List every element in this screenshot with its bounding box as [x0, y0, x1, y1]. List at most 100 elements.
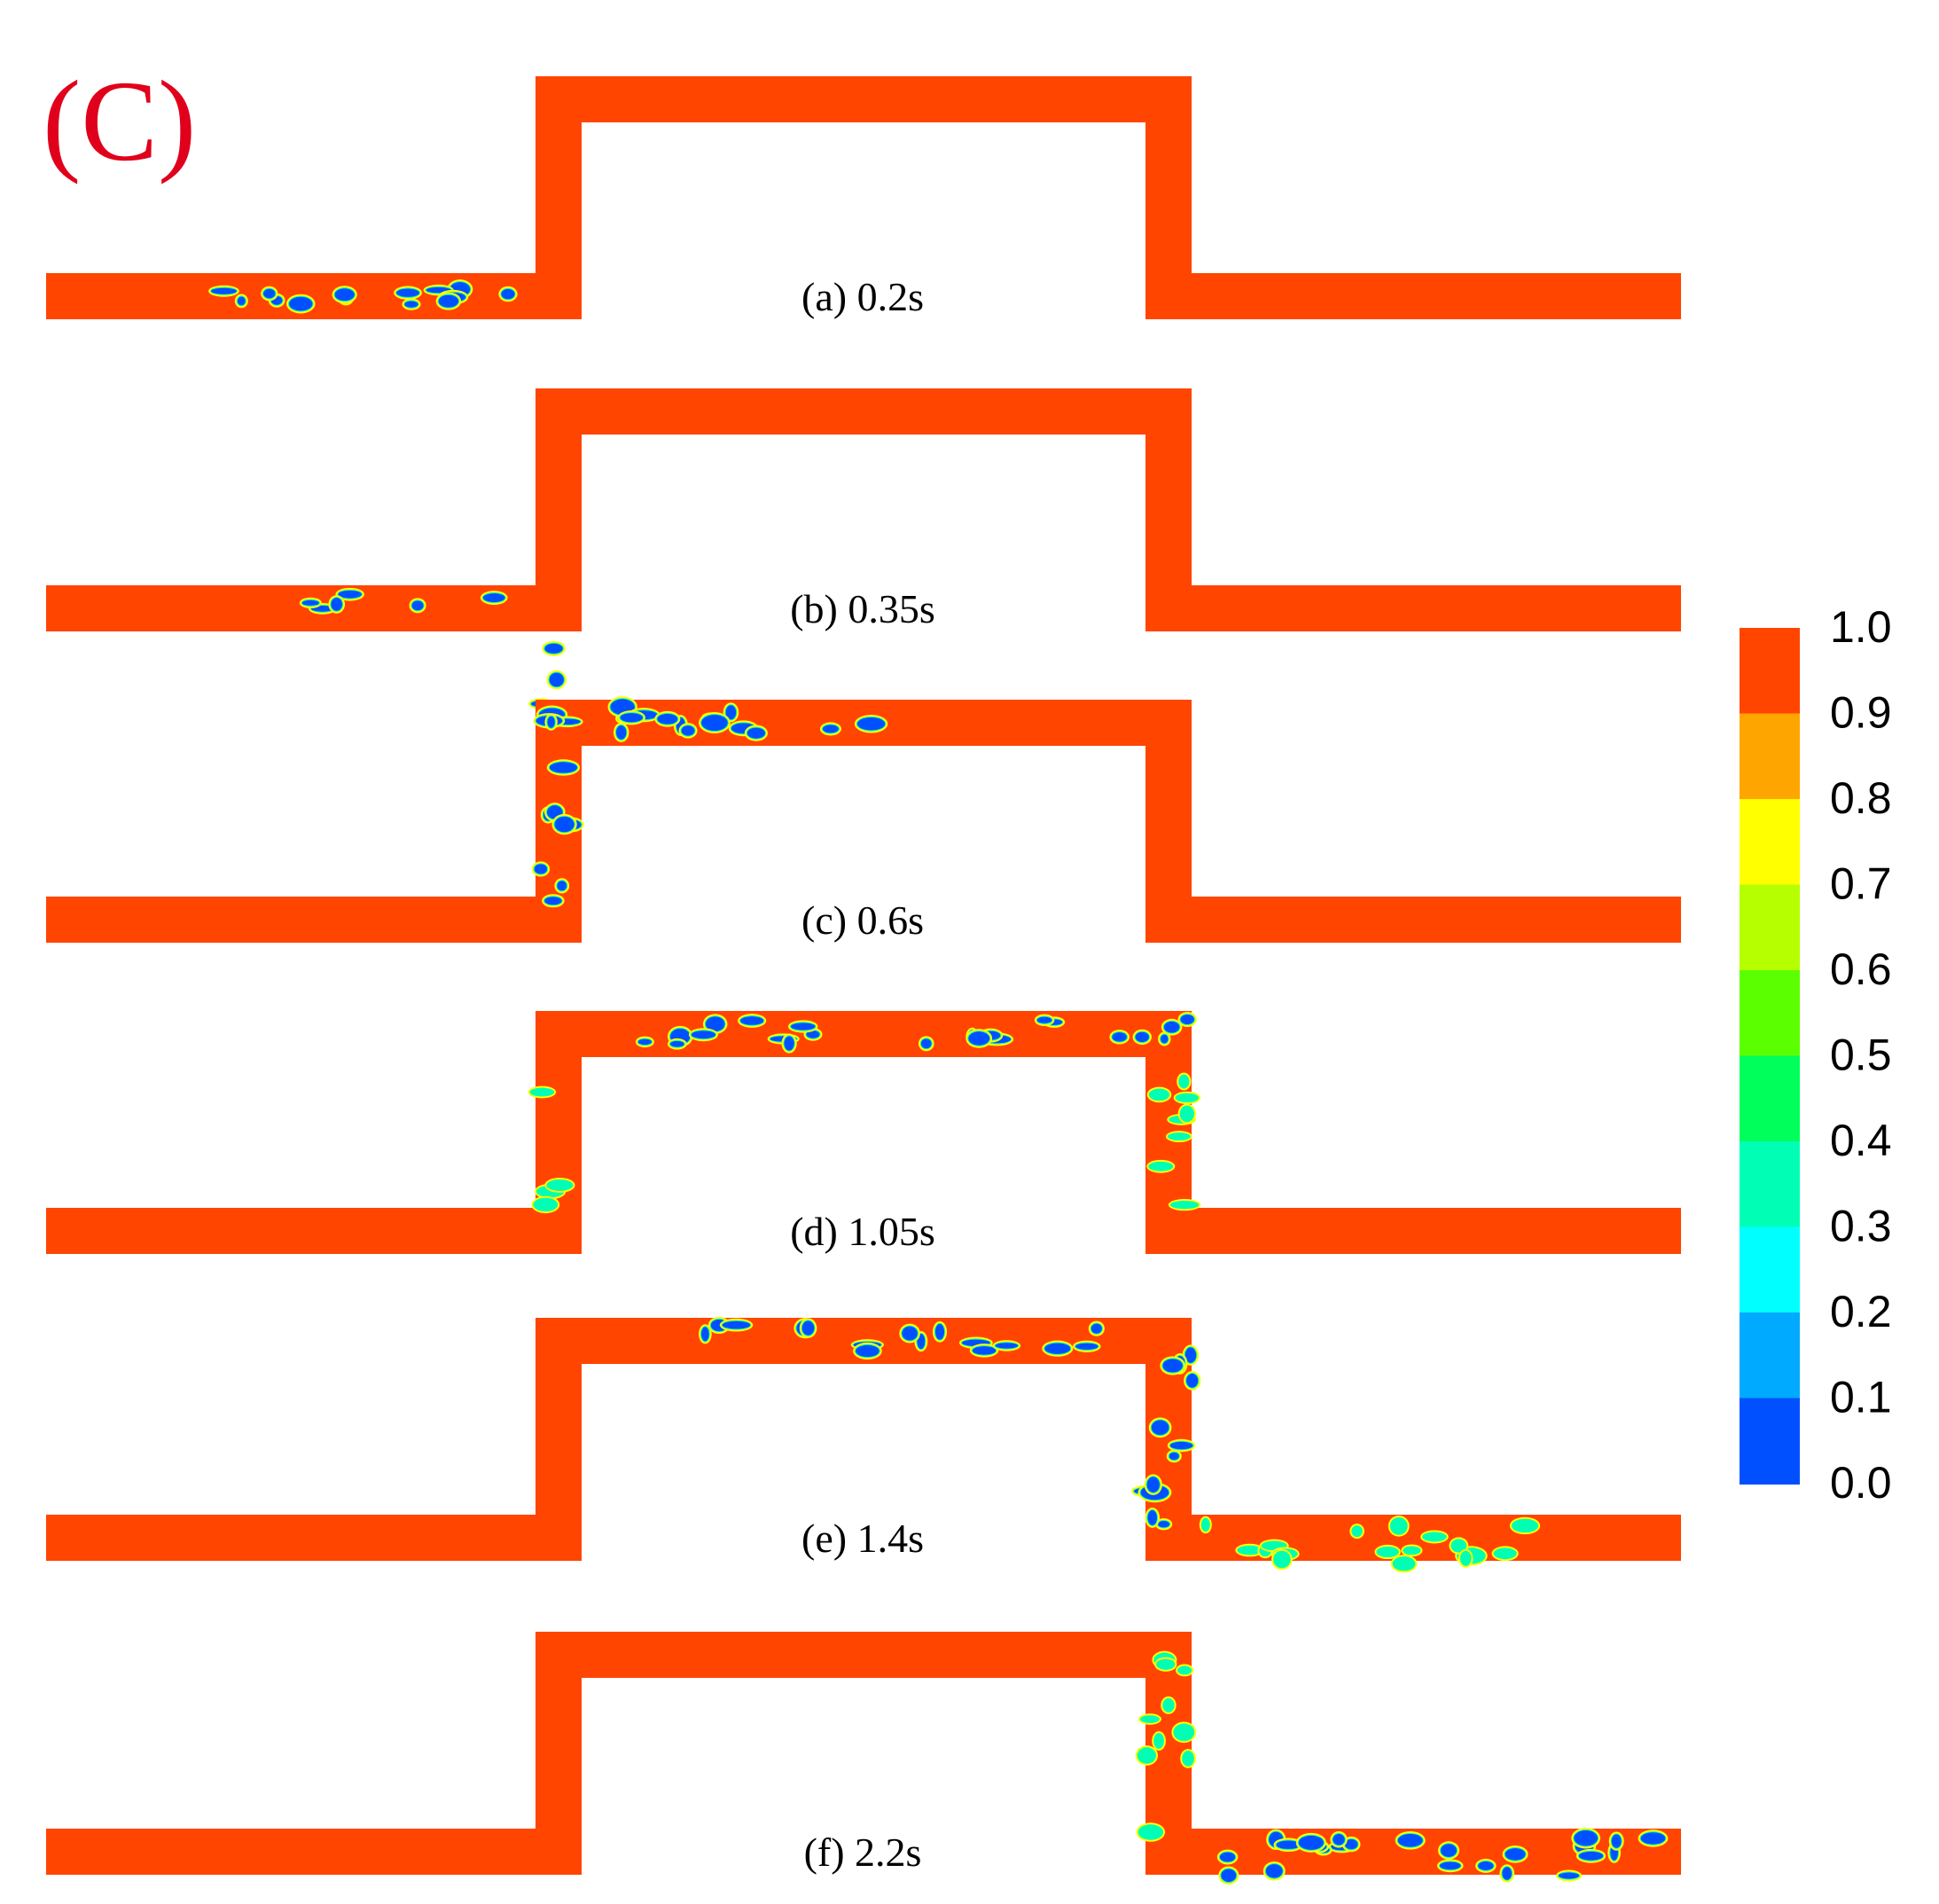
panel-e: (e) 1.4s [46, 1316, 1681, 1573]
void-bubble-core [615, 725, 627, 740]
void-bubble-mid [1148, 1161, 1174, 1171]
void-bubble-core [482, 593, 505, 602]
void-bubble-mid [1351, 1525, 1363, 1538]
pipe-geometry [46, 388, 1681, 631]
void-bubble-core [1112, 1032, 1127, 1042]
void-bubble-core [1186, 1373, 1199, 1388]
void-bubble-core [801, 1320, 815, 1336]
panel-a: (a) 0.2s [46, 76, 1681, 319]
void-bubble-mid [533, 1197, 559, 1212]
void-bubble-core [1135, 1031, 1149, 1043]
void-bubble-core [237, 296, 246, 306]
void-bubble-core [934, 1323, 945, 1340]
void-bubble-core [972, 1346, 997, 1355]
void-bubble-core [1169, 1441, 1193, 1450]
void-bubble-core [331, 598, 343, 611]
void-bubble-core [534, 864, 548, 874]
void-bubble-core [1044, 1343, 1071, 1354]
void-bubble-core [1611, 1834, 1622, 1848]
colorbar-segment [1740, 1055, 1800, 1142]
void-bubble-core [1075, 1343, 1099, 1350]
void-bubble-core [501, 288, 515, 300]
void-bubble-core [722, 1320, 751, 1329]
void-bubble-mid [1493, 1547, 1517, 1560]
void-bubble-core [1169, 1452, 1179, 1461]
colorbar-segment [1740, 799, 1800, 886]
void-bubble-mid [1422, 1532, 1447, 1542]
void-bubble-mid [1392, 1556, 1416, 1571]
void-bubble-core [747, 727, 765, 739]
void-bubble-mid [1169, 1201, 1200, 1210]
void-bubble-core [544, 643, 563, 654]
void-bubble-core [549, 762, 578, 773]
colorbar-tick-label: 0.5 [1830, 1030, 1892, 1080]
void-bubble-core [1219, 1852, 1236, 1862]
colorbar-tick-label: 0.9 [1830, 688, 1892, 738]
void-bubble-core [1185, 1347, 1197, 1363]
void-bubble-core [1147, 1510, 1157, 1525]
void-bubble-mid [1173, 1723, 1195, 1742]
void-bubble-core [681, 725, 695, 736]
void-bubble-core [1298, 1835, 1324, 1850]
colorbar-tick-label: 1.0 [1830, 602, 1892, 652]
void-bubble-core [1397, 1834, 1423, 1847]
void-bubble-core [411, 600, 424, 611]
void-bubble-core [438, 294, 459, 308]
figure-tag: (C) [43, 58, 196, 185]
void-bubble-mid [1177, 1665, 1192, 1675]
void-bubble-mid [1376, 1546, 1399, 1558]
void-bubble-core [544, 897, 562, 905]
colorbar-segment [1740, 884, 1800, 971]
void-bubble-mid [1389, 1516, 1408, 1535]
void-bubble-core [790, 1023, 816, 1030]
panels-group: (a) 0.2s (b) 0.35s (c) 0.6s (d) 1.05s (e) 1.… [46, 76, 1681, 1885]
panel-label-a: (a) 0.2s [801, 274, 924, 319]
void-bubble-core [211, 287, 237, 294]
void-bubble-core [657, 713, 678, 725]
void-bubble-mid [1148, 1088, 1170, 1101]
void-bubble-core [1158, 1521, 1170, 1528]
void-bubble-core [1265, 1864, 1283, 1878]
pipe-geometry [46, 700, 1681, 943]
void-bubble-core [1578, 1851, 1604, 1861]
void-bubble-mid [546, 1179, 574, 1191]
void-bubble-core [1146, 1477, 1160, 1493]
colorbar-segment [1740, 713, 1800, 800]
void-bubble-mid [1175, 1093, 1200, 1103]
colorbar-segment [1740, 970, 1800, 1057]
void-bubble-core [691, 1030, 715, 1039]
void-bubble-mid [1450, 1539, 1467, 1553]
void-bubble-core [554, 816, 575, 833]
colorbar-segment [1740, 1226, 1800, 1313]
void-bubble-core [1180, 1015, 1194, 1024]
void-bubble-core [669, 1040, 684, 1047]
void-bubble-core [701, 715, 728, 732]
void-bubble-core [1558, 1872, 1580, 1879]
panel-label-f: (f) 2.2s [804, 1830, 922, 1875]
void-bubble-core [1091, 1323, 1102, 1334]
void-bubble-core [338, 590, 362, 599]
colorbar-tick-label: 0.8 [1830, 773, 1892, 823]
void-bubble-core [1439, 1861, 1461, 1870]
void-bubble-core [740, 1016, 764, 1025]
void-bubble-core [620, 713, 643, 723]
void-bubble-core [396, 288, 419, 297]
void-bubble-core [557, 881, 567, 891]
colorbar-segment [1740, 628, 1800, 715]
void-bubble-mid [1139, 1715, 1160, 1723]
void-bubble-core [1502, 1867, 1513, 1880]
void-bubble-core [549, 672, 564, 687]
colorbar-tick-label: 0.3 [1830, 1202, 1892, 1251]
void-bubble-core [1344, 1838, 1358, 1850]
void-bubble-core [1276, 1840, 1301, 1850]
void-bubble-mid [1138, 1824, 1164, 1840]
colorbar-segment [1740, 1141, 1800, 1228]
void-bubble-core [701, 1327, 709, 1342]
colorbar-tick-label: 0.0 [1830, 1458, 1892, 1508]
void-bubble-core [995, 1343, 1019, 1349]
void-bubble-mid [1182, 1751, 1194, 1767]
void-bubble-core [1163, 1021, 1180, 1033]
panel-label-b: (b) 0.35s [790, 586, 935, 631]
void-bubble-core [806, 1030, 820, 1038]
